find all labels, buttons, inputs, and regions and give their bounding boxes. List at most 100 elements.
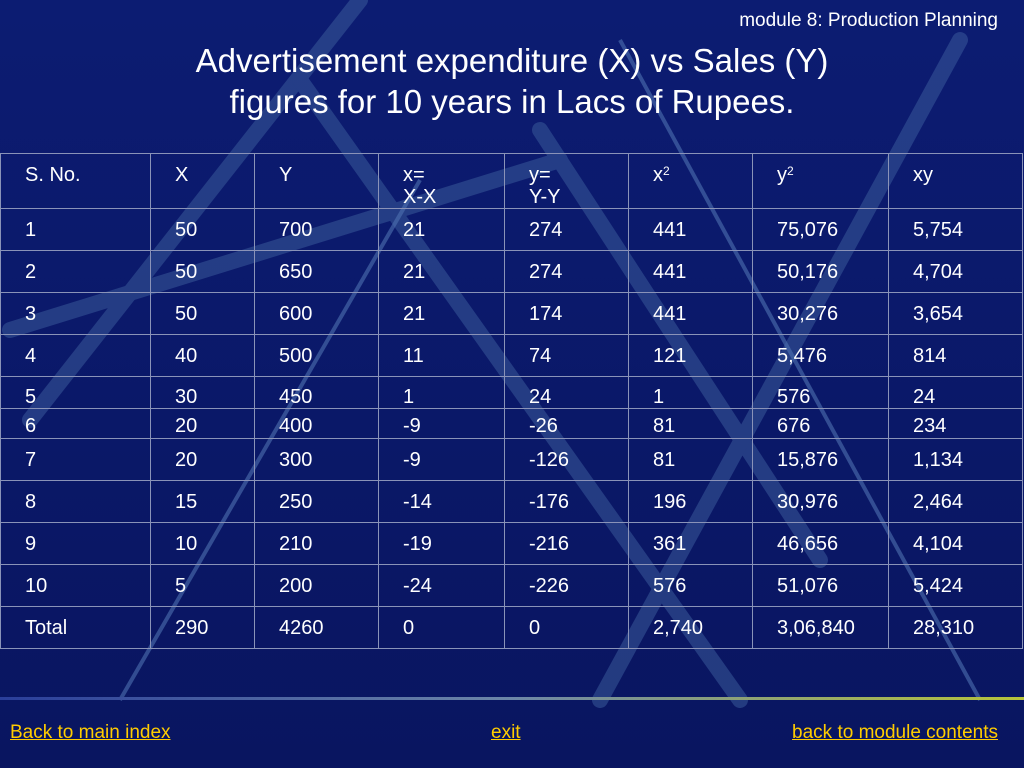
table-cell: -9 — [378, 408, 505, 439]
table-cell: 3,06,840 — [752, 606, 889, 649]
table-cell: -14 — [378, 480, 505, 523]
table-cell: 24 — [888, 376, 1023, 409]
table-cell: 274 — [504, 250, 629, 293]
y-dev-line1: y= — [529, 164, 551, 186]
table-cell: 9 — [0, 522, 151, 565]
table-cell: 650 — [254, 250, 379, 293]
table-row: 7 20 300 -9 -126 81 15,876 1,134 — [0, 438, 1023, 481]
table-cell: 21 — [378, 292, 505, 335]
table-row: 2 50 650 21 274 441 50,176 4,704 — [0, 250, 1023, 293]
table-cell: 5,754 — [888, 208, 1023, 251]
table-cell: 4 — [0, 334, 151, 377]
table-cell: 50 — [150, 250, 255, 293]
table-cell: 6 — [0, 408, 151, 439]
table-row: 9 10 210 -19 -216 361 46,656 4,104 — [0, 522, 1023, 565]
table-cell: -216 — [504, 522, 629, 565]
table-cell: 600 — [254, 292, 379, 335]
table-cell: -19 — [378, 522, 505, 565]
table-cell: 30 — [150, 376, 255, 409]
table-cell: 121 — [628, 334, 753, 377]
col-header-y-squared: y2 — [752, 153, 889, 209]
table-cell: 174 — [504, 292, 629, 335]
table-cell: 15,876 — [752, 438, 889, 481]
table-row: 1 50 700 21 274 441 75,076 5,754 — [0, 208, 1023, 251]
table-cell: -9 — [378, 438, 505, 481]
x-dev-line2: X-X — [403, 186, 437, 208]
col-header-x-dev: x= X-X — [378, 153, 505, 209]
table-cell: 814 — [888, 334, 1023, 377]
table-cell: 676 — [752, 408, 889, 439]
table-body: 1 50 700 21 274 441 75,076 5,754 2 50 650 21 274 441 5… — [0, 208, 1023, 649]
table-cell: 196 — [628, 480, 753, 523]
table-cell: 51,076 — [752, 564, 889, 607]
table-row: 5 30 450 1 24 1 576 24 — [0, 376, 1023, 409]
table-cell: 290 — [150, 606, 255, 649]
exit-link[interactable]: exit — [491, 722, 521, 743]
table-cell: 0 — [504, 606, 629, 649]
table-cell: 4,704 — [888, 250, 1023, 293]
table-cell: -126 — [504, 438, 629, 481]
table-cell: 7 — [0, 438, 151, 481]
table-cell: 2,740 — [628, 606, 753, 649]
table-cell: 20 — [150, 408, 255, 439]
table-cell: 10 — [150, 522, 255, 565]
table-cell: 21 — [378, 250, 505, 293]
y-dev-line2: Y-Y — [529, 186, 561, 208]
table-cell: 11 — [378, 334, 505, 377]
x2-exponent: 2 — [663, 164, 670, 178]
x-dev-line1: x= — [403, 164, 425, 186]
table-cell: 2 — [0, 250, 151, 293]
table-cell: -24 — [378, 564, 505, 607]
table-cell: -26 — [504, 408, 629, 439]
table-cell: 21 — [378, 208, 505, 251]
table-cell: 400 — [254, 408, 379, 439]
col-header-y: Y — [254, 153, 379, 209]
table-cell: 5 — [0, 376, 151, 409]
table-cell: 74 — [504, 334, 629, 377]
module-label: module 8: Production Planning — [739, 10, 998, 31]
table-cell: 5 — [150, 564, 255, 607]
table-cell: 5,476 — [752, 334, 889, 377]
table-cell: 30,276 — [752, 292, 889, 335]
col-header-sno: S. No. — [0, 153, 151, 209]
table-cell: 46,656 — [752, 522, 889, 565]
table-cell: 250 — [254, 480, 379, 523]
table-row: 10 5 200 -24 -226 576 51,076 5,424 — [0, 564, 1023, 607]
back-to-main-index-link[interactable]: Back to main index — [10, 722, 171, 743]
table-cell: 441 — [628, 250, 753, 293]
table-cell: 234 — [888, 408, 1023, 439]
table-cell: 28,310 — [888, 606, 1023, 649]
table-header-row: S. No. X Y x= X-X y= Y-Y x2 y2 xy — [0, 153, 1023, 209]
table-cell: 500 — [254, 334, 379, 377]
table-cell: 30,976 — [752, 480, 889, 523]
col-header-y-dev: y= Y-Y — [504, 153, 629, 209]
table-cell: 1 — [0, 208, 151, 251]
table-cell: 24 — [504, 376, 629, 409]
table-cell: Total — [0, 606, 151, 649]
back-to-module-contents-link[interactable]: back to module contents — [792, 722, 998, 743]
table-cell: 81 — [628, 408, 753, 439]
table-cell: 3 — [0, 292, 151, 335]
table-cell: 300 — [254, 438, 379, 481]
col-header-x: X — [150, 153, 255, 209]
table-cell: 576 — [628, 564, 753, 607]
y2-exponent: 2 — [787, 164, 794, 178]
table-cell: 50 — [150, 208, 255, 251]
table-cell: 1 — [378, 376, 505, 409]
table-cell: 361 — [628, 522, 753, 565]
table-cell: 2,464 — [888, 480, 1023, 523]
table-cell: 81 — [628, 438, 753, 481]
title-line-2: figures for 10 years in Lacs of Rupees. — [229, 83, 795, 120]
table-cell: 40 — [150, 334, 255, 377]
table-row: 6 20 400 -9 -26 81 676 234 — [0, 408, 1023, 439]
table-cell: 8 — [0, 480, 151, 523]
table-row: 8 15 250 -14 -176 196 30,976 2,464 — [0, 480, 1023, 523]
table-row: 3 50 600 21 174 441 30,276 3,654 — [0, 292, 1023, 335]
table-cell: 441 — [628, 292, 753, 335]
table-cell: 450 — [254, 376, 379, 409]
table-row: 4 40 500 11 74 121 5,476 814 — [0, 334, 1023, 377]
table-cell: 4260 — [254, 606, 379, 649]
table-cell: 210 — [254, 522, 379, 565]
table-cell: 274 — [504, 208, 629, 251]
table-cell: 1 — [628, 376, 753, 409]
